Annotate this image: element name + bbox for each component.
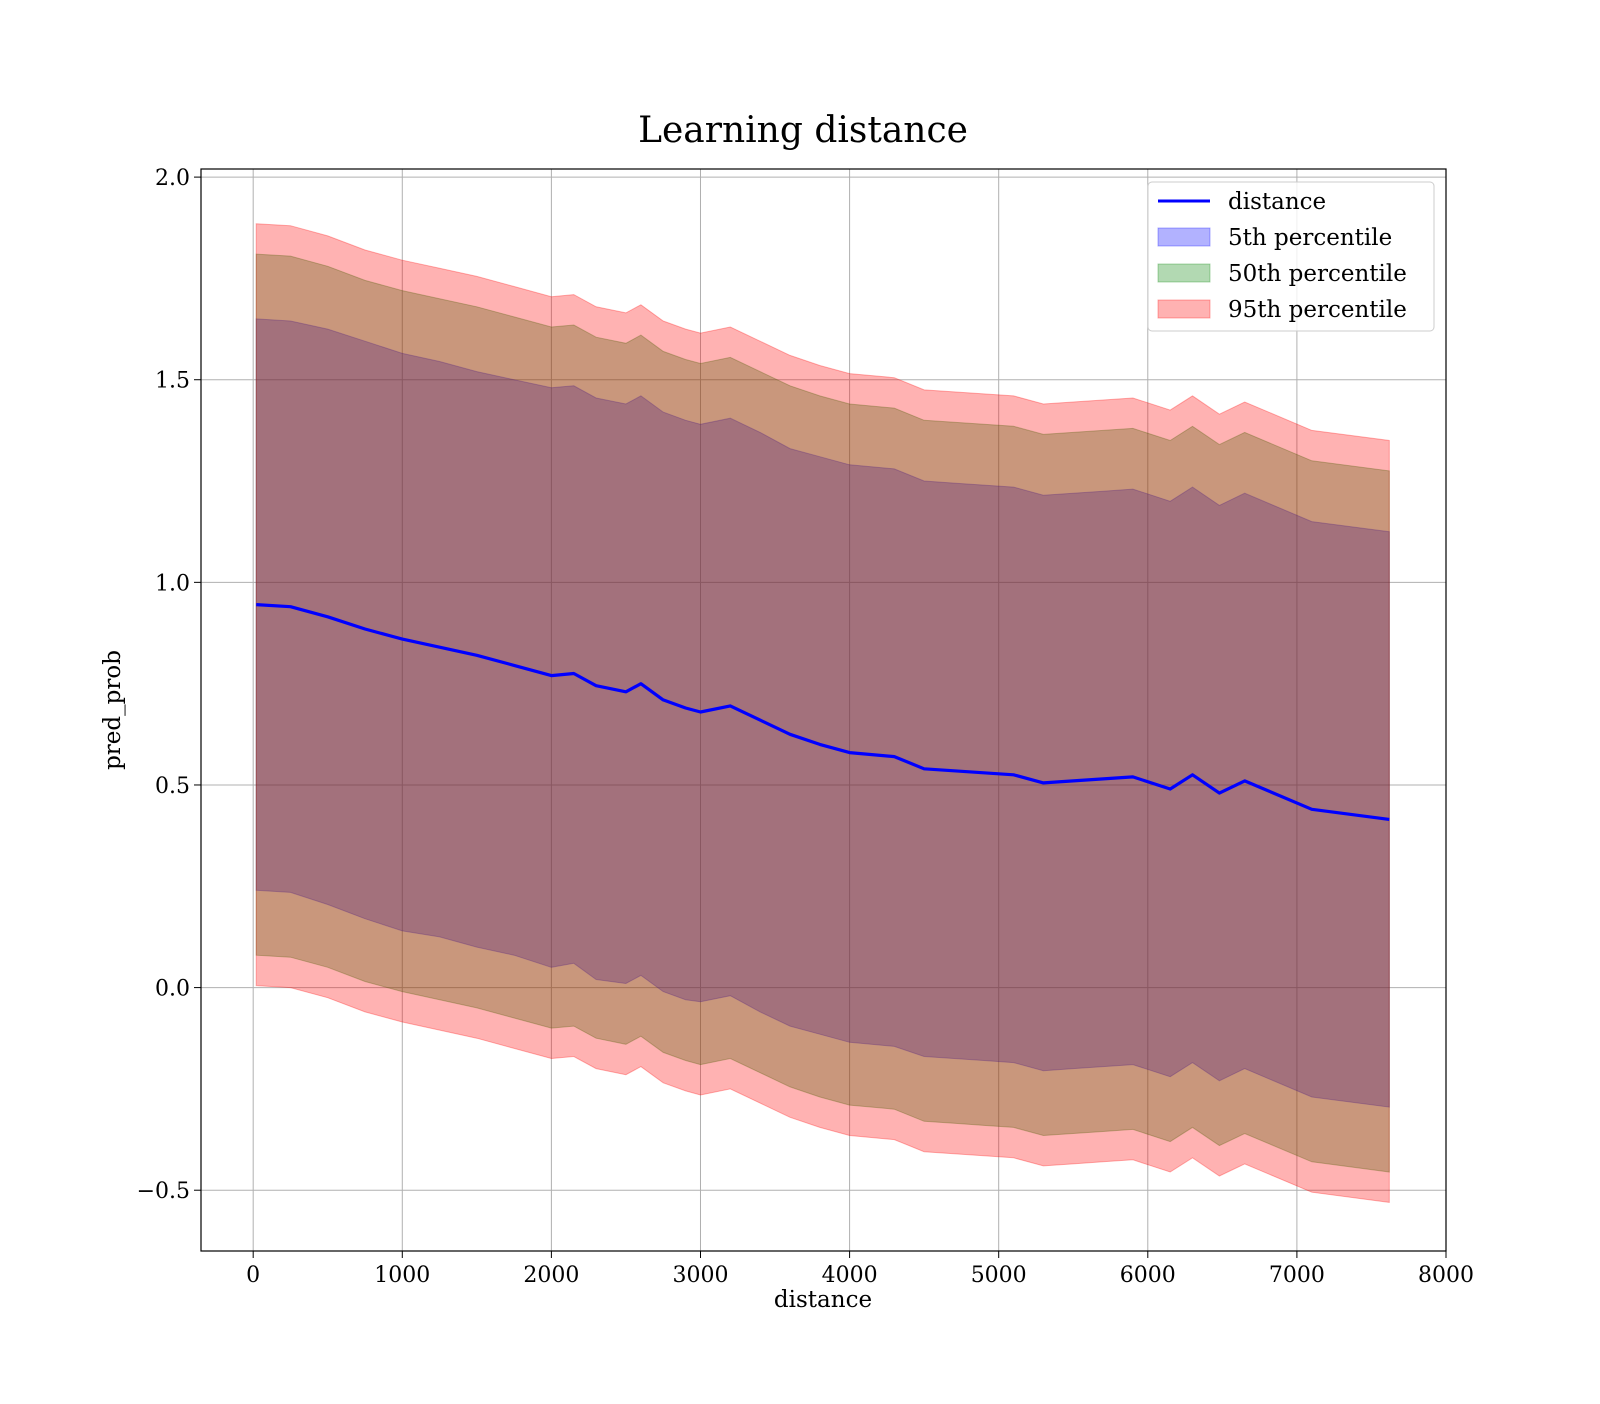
legend-box <box>1147 181 1435 332</box>
legend-label-95th: 95th percentile <box>1228 297 1407 323</box>
y-tick-label-0: −0.5 <box>137 1179 190 1204</box>
x-tick-label-3: 3000 <box>672 1263 728 1288</box>
y-tick-label-4: 1.5 <box>155 369 190 394</box>
band-50th-percentile <box>255 253 1390 1173</box>
x-tick-label-0: 0 <box>246 1263 260 1288</box>
percentile-bands <box>255 223 1390 1203</box>
legend-swatch-50th <box>1157 263 1211 283</box>
y-axis-ticks: −0.5 0.0 0.5 1.0 1.5 2.0 <box>137 166 201 1204</box>
band-95th-percentile <box>255 223 1390 1203</box>
plot-frame <box>200 168 1447 1252</box>
legend-label-50th: 50th percentile <box>1228 261 1407 287</box>
x-tick-label-2: 2000 <box>523 1263 579 1288</box>
x-tick-label-8: 8000 <box>1418 1263 1474 1288</box>
x-tick-label-5: 5000 <box>971 1263 1027 1288</box>
legend-label-5th: 5th percentile <box>1228 225 1392 251</box>
chart-title: Learning distance <box>638 110 968 151</box>
x-axis-title: distance <box>774 1287 872 1313</box>
x-tick-label-7: 7000 <box>1269 1263 1325 1288</box>
x-tick-label-4: 4000 <box>822 1263 878 1288</box>
x-tick-label-1: 1000 <box>374 1263 430 1288</box>
y-axis-title: pred_prob <box>100 650 126 770</box>
y-tick-label-2: 0.5 <box>155 774 190 799</box>
distance-line <box>256 603 1390 821</box>
distance-line-layer <box>256 603 1390 821</box>
y-tick-label-5: 2.0 <box>155 166 190 191</box>
x-axis-ticks: 0 1000 2000 3000 4000 5000 6000 7000 8000 <box>246 1251 1474 1288</box>
legend: distance 5th percentile 50th percentile … <box>1147 181 1435 332</box>
grid <box>201 169 1447 1251</box>
x-tick-label-6: 6000 <box>1120 1263 1176 1288</box>
y-tick-label-1: 0.0 <box>155 977 190 1002</box>
band-5th-percentile <box>255 318 1390 1108</box>
legend-label-distance: distance <box>1228 189 1326 215</box>
legend-swatch-5th <box>1157 227 1211 247</box>
legend-swatch-95th <box>1157 299 1211 319</box>
y-tick-label-3: 1.0 <box>155 571 190 596</box>
